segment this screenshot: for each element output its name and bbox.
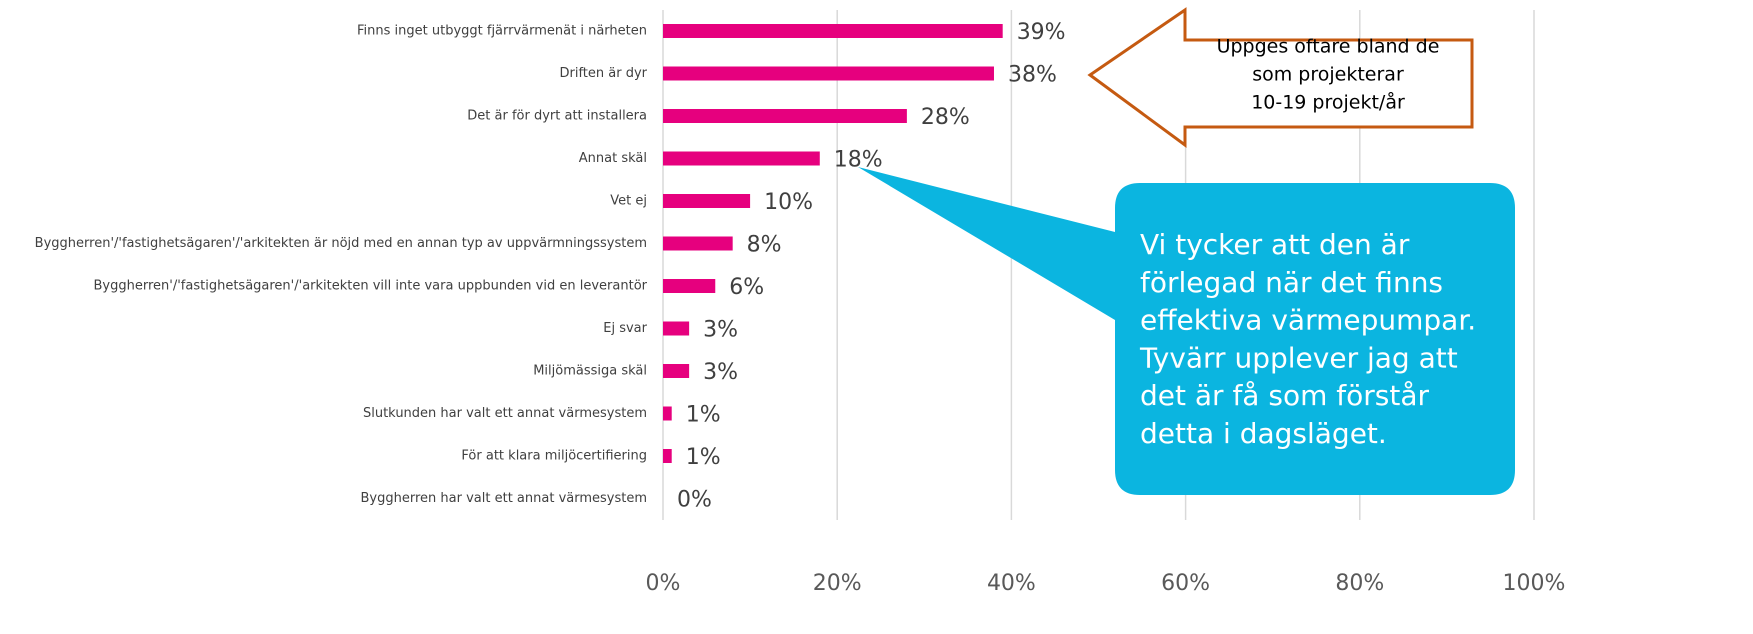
- value-label: 38%: [1008, 63, 1057, 88]
- y-tick-label: Annat skäl: [579, 151, 647, 166]
- arrow-callout: [1087, 7, 1474, 148]
- bar: [663, 194, 751, 208]
- y-tick-label: Vet ej: [610, 194, 647, 209]
- value-label: 1%: [686, 403, 721, 428]
- bar: [663, 449, 672, 463]
- value-label: 10%: [764, 190, 813, 215]
- y-tick-label: För att klara miljöcertifiering: [461, 449, 647, 464]
- bar: [663, 406, 672, 421]
- y-tick-label: Driften är dyr: [559, 66, 647, 81]
- value-label: 3%: [703, 360, 738, 385]
- bar: [663, 279, 716, 293]
- value-label: 0%: [677, 488, 712, 513]
- y-tick-label: Slutkunden har valt ett annat värmesyste…: [363, 406, 647, 421]
- bar: [663, 151, 820, 166]
- value-label: 8%: [747, 233, 782, 258]
- bubble-text: det är få som förstår: [1140, 379, 1429, 412]
- y-tick-label: Finns inget utbyggt fjärrvärmenät i närh…: [357, 24, 647, 39]
- bar: [663, 66, 994, 81]
- y-tick-label: Det är för dyrt att installera: [467, 109, 647, 124]
- bar: [663, 109, 907, 123]
- bubble-text: förlegad när det finns: [1140, 266, 1443, 299]
- bar: [663, 24, 1003, 38]
- value-label: 28%: [921, 105, 970, 130]
- speech-bubble: [858, 167, 1515, 495]
- value-label: 39%: [1017, 20, 1066, 45]
- x-tick-label: 20%: [813, 571, 862, 596]
- bar: [663, 364, 690, 378]
- x-tick-label: 40%: [987, 571, 1036, 596]
- bar: [663, 236, 733, 251]
- y-tick-label: Byggherren'/'fastighetsägaren'/'arkitekt…: [94, 279, 648, 294]
- x-tick-label: 80%: [1335, 571, 1384, 596]
- bubble-text: Vi tycker att den är: [1140, 228, 1410, 261]
- value-label: 3%: [703, 318, 738, 343]
- bubble-text: Tyvärr upplever jag att: [1139, 341, 1458, 374]
- arrow-text: Uppges oftare bland de: [1217, 36, 1440, 58]
- arrow-text: som projekterar: [1252, 64, 1404, 86]
- y-tick-label: Miljömässiga skäl: [533, 364, 647, 379]
- y-tick-label: Ej svar: [603, 321, 647, 336]
- bubble-text: detta i dagsläget.: [1140, 417, 1387, 450]
- value-label: 18%: [834, 148, 883, 173]
- x-tick-label: 0%: [646, 571, 681, 596]
- bubble-text: effektiva värmepumpar.: [1140, 304, 1476, 337]
- y-tick-label: Byggherren har valt ett annat värmesyste…: [361, 491, 647, 506]
- y-tick-label: Byggherren'/'fastighetsägaren'/'arkitekt…: [35, 236, 647, 251]
- value-label: 6%: [729, 275, 764, 300]
- x-tick-label: 60%: [1161, 571, 1210, 596]
- value-label: 1%: [686, 445, 721, 470]
- arrow-text: 10-19 projekt/år: [1251, 91, 1405, 114]
- bar: [663, 321, 690, 336]
- x-tick-label: 100%: [1503, 571, 1566, 596]
